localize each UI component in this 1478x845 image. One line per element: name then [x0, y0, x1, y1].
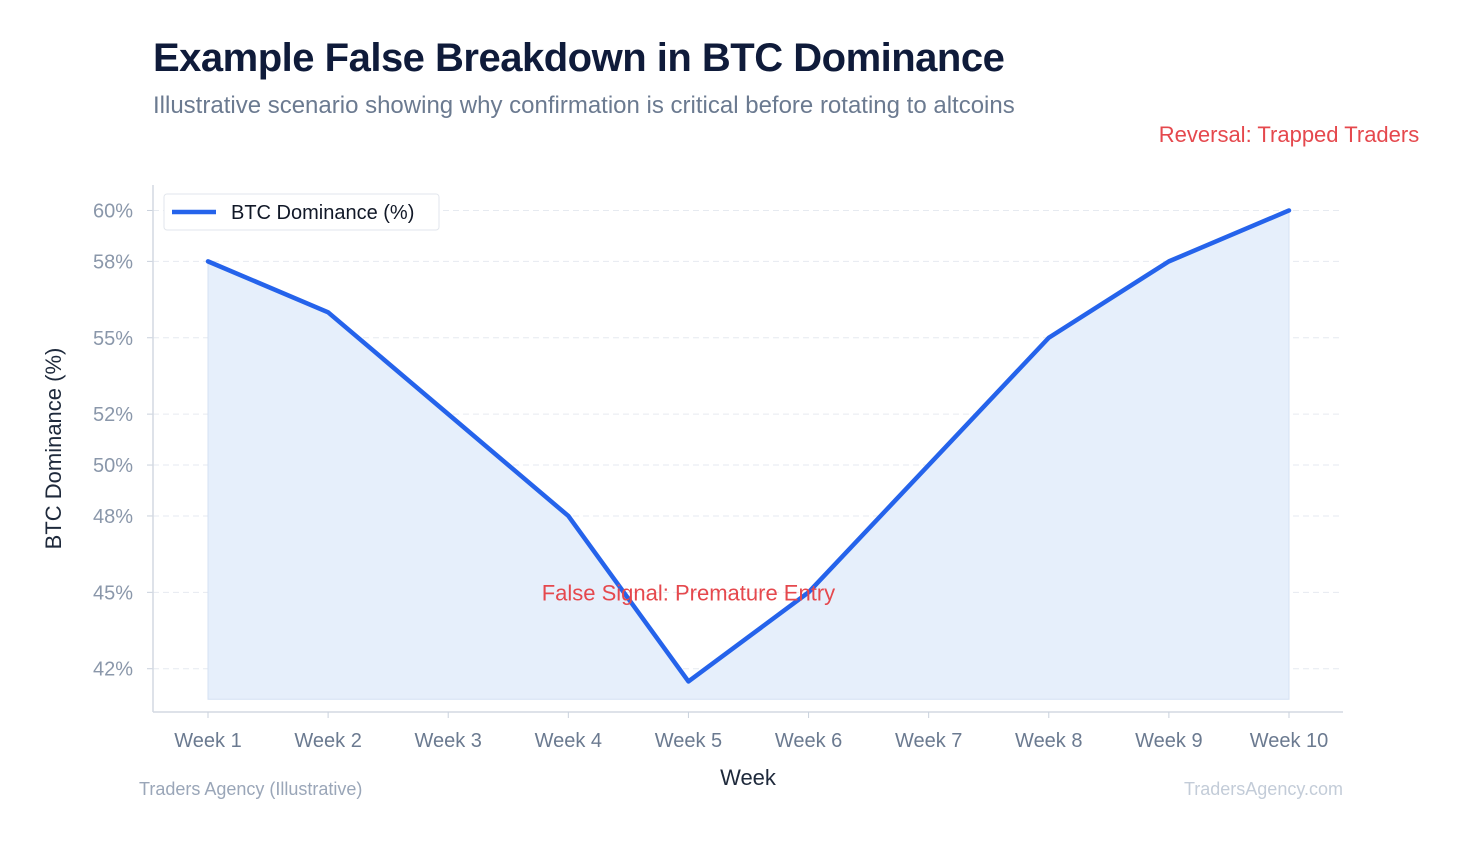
y-axis-label: BTC Dominance (%)	[41, 348, 66, 550]
legend-box	[163, 193, 440, 231]
y-tick-label: 52%	[93, 404, 133, 426]
x-tick-label: Week 3	[414, 730, 481, 752]
series-line	[205, 208, 1292, 684]
y-tick-label: 60%	[93, 200, 133, 222]
chart-title: Example False Breakdown in BTC Dominance	[153, 36, 1005, 80]
x-tick-label: Week 5	[655, 730, 722, 752]
y-tick-label: 58%	[93, 251, 133, 273]
watermark: TradersAgency.com	[1183, 779, 1343, 799]
y-tick-label: 45%	[93, 582, 133, 604]
x-tick-label: Week 2	[294, 730, 361, 752]
annotation-label: False Signal: Premature Entry	[542, 580, 835, 605]
x-tick-label: Week 6	[775, 730, 842, 752]
chart-subtitle: Illustrative scenario showing why confir…	[153, 92, 1015, 119]
annotation-label: Reversal: Trapped Traders	[1159, 122, 1419, 147]
legend-label: BTC Dominance (%)	[231, 202, 414, 224]
x-tick-label: Week 8	[1015, 730, 1082, 752]
x-tick-label: Week 10	[1250, 730, 1329, 752]
source-note: Traders Agency (Illustrative)	[139, 779, 363, 799]
y-tick-label: 55%	[93, 328, 133, 350]
series-area	[207, 209, 1290, 700]
y-tick-label: 42%	[93, 659, 133, 681]
y-tick-label: 48%	[93, 506, 133, 528]
x-tick-label: Week 4	[535, 730, 602, 752]
x-axis-label: Week	[720, 765, 777, 790]
x-tick-label: Week 1	[174, 730, 241, 752]
x-tick-label: Week 7	[895, 730, 962, 752]
y-tick-label: 50%	[93, 455, 133, 477]
x-tick-label: Week 9	[1135, 730, 1202, 752]
